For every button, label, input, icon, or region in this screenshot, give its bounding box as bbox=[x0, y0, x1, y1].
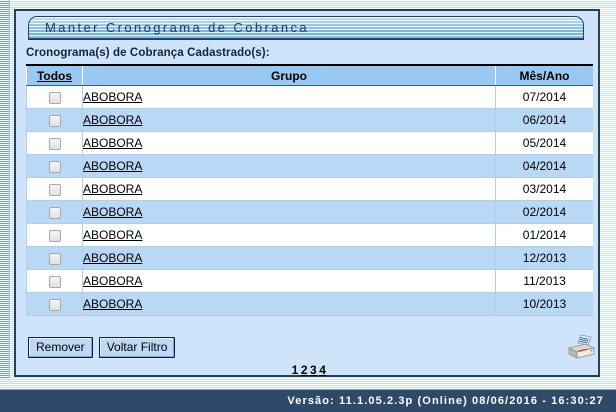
row-checkbox-cell bbox=[26, 246, 83, 270]
table-row: ABOBORA 03/2014 bbox=[26, 177, 593, 201]
row-checkbox-cell bbox=[26, 223, 83, 247]
row-group-cell: ABOBORA bbox=[82, 154, 496, 178]
row-group-cell: ABOBORA bbox=[82, 85, 496, 109]
row-group-cell: ABOBORA bbox=[82, 200, 496, 224]
group-link[interactable]: ABOBORA bbox=[83, 274, 143, 288]
row-group-cell: ABOBORA bbox=[82, 246, 496, 270]
group-link[interactable]: ABOBORA bbox=[83, 297, 143, 311]
row-checkbox-cell bbox=[26, 131, 83, 155]
table-row: ABOBORA 10/2013 bbox=[26, 292, 593, 316]
table-row: ABOBORA 07/2014 bbox=[26, 85, 593, 109]
group-link[interactable]: ABOBORA bbox=[83, 136, 143, 150]
row-group-cell: ABOBORA bbox=[82, 177, 496, 201]
window-title-tab: Manter Cronograma de Cobranca bbox=[28, 16, 584, 40]
section-subtitle: Cronograma(s) de Cobrança Cadastrado(s): bbox=[26, 47, 270, 59]
header-select-all[interactable]: Todos bbox=[26, 64, 83, 86]
main-panel: Manter Cronograma de Cobranca Cronograma… bbox=[14, 9, 600, 377]
row-group-cell: ABOBORA bbox=[82, 223, 496, 247]
row-checkbox[interactable] bbox=[48, 275, 61, 288]
row-checkbox-cell bbox=[26, 154, 83, 178]
header-group: Grupo bbox=[82, 64, 496, 86]
group-link[interactable]: ABOBORA bbox=[83, 205, 143, 219]
row-month-year-cell: 11/2013 bbox=[495, 269, 593, 293]
row-group-cell: ABOBORA bbox=[82, 131, 496, 155]
page-link[interactable]: 2 bbox=[300, 363, 308, 377]
page-link[interactable]: 3 bbox=[310, 363, 318, 377]
row-month-year-cell: 05/2014 bbox=[495, 131, 593, 155]
row-checkbox[interactable] bbox=[48, 298, 61, 311]
group-link[interactable]: ABOBORA bbox=[83, 182, 143, 196]
row-month-year-cell: 06/2014 bbox=[495, 108, 593, 132]
row-checkbox[interactable] bbox=[48, 252, 61, 265]
table-row: ABOBORA 11/2013 bbox=[26, 269, 593, 293]
statusbar-gap-texture bbox=[0, 378, 616, 390]
row-checkbox[interactable] bbox=[48, 160, 61, 173]
status-bar: Versão: 11.1.05.2.3p (Online) 08/06/2016… bbox=[0, 389, 616, 412]
header-month-year: Mês/Ano bbox=[495, 64, 593, 86]
row-checkbox[interactable] bbox=[48, 229, 61, 242]
table-row: ABOBORA 12/2013 bbox=[26, 246, 593, 270]
row-checkbox-cell bbox=[26, 85, 83, 109]
page-link[interactable]: 4 bbox=[319, 363, 327, 377]
table-row: ABOBORA 04/2014 bbox=[26, 154, 593, 178]
row-month-year-cell: 02/2014 bbox=[495, 200, 593, 224]
table-header-row: Todos Grupo Mês/Ano bbox=[26, 64, 593, 86]
back-filter-button[interactable]: Voltar Filtro bbox=[98, 337, 176, 358]
table-row: ABOBORA 01/2014 bbox=[26, 223, 593, 247]
row-checkbox[interactable] bbox=[48, 114, 61, 127]
row-month-year-cell: 04/2014 bbox=[495, 154, 593, 178]
row-month-year-cell: 12/2013 bbox=[495, 246, 593, 270]
group-link[interactable]: ABOBORA bbox=[83, 159, 143, 173]
row-group-cell: ABOBORA bbox=[82, 292, 496, 316]
top-edge-texture bbox=[0, 0, 616, 8]
row-checkbox[interactable] bbox=[48, 183, 61, 196]
page-current: 1 bbox=[291, 363, 299, 377]
left-edge-texture bbox=[0, 0, 10, 412]
group-link[interactable]: ABOBORA bbox=[83, 228, 143, 242]
printer-icon[interactable] bbox=[564, 333, 598, 363]
row-checkbox[interactable] bbox=[48, 137, 61, 150]
row-checkbox-cell bbox=[26, 108, 83, 132]
table-row: ABOBORA 02/2014 bbox=[26, 200, 593, 224]
row-checkbox-cell bbox=[26, 269, 83, 293]
group-link[interactable]: ABOBORA bbox=[83, 251, 143, 265]
table-body: ABOBORA 07/2014 ABOBORA 06/2014 ABOBORA 05… bbox=[26, 85, 593, 316]
page-title: Manter Cronograma de Cobranca bbox=[45, 20, 309, 35]
row-checkbox-cell bbox=[26, 177, 83, 201]
row-group-cell: ABOBORA bbox=[82, 108, 496, 132]
table-row: ABOBORA 05/2014 bbox=[26, 131, 593, 155]
row-month-year-cell: 07/2014 bbox=[495, 85, 593, 109]
row-checkbox[interactable] bbox=[48, 206, 61, 219]
results-table-container: Todos Grupo Mês/Ano ABOBORA 07/2014 ABOBO… bbox=[26, 64, 593, 316]
table-row: ABOBORA 06/2014 bbox=[26, 108, 593, 132]
row-month-year-cell: 10/2013 bbox=[495, 292, 593, 316]
row-month-year-cell: 03/2014 bbox=[495, 177, 593, 201]
group-link[interactable]: ABOBORA bbox=[83, 113, 143, 127]
row-checkbox-cell bbox=[26, 292, 83, 316]
row-group-cell: ABOBORA bbox=[82, 269, 496, 293]
row-month-year-cell: 01/2014 bbox=[495, 223, 593, 247]
row-checkbox-cell bbox=[26, 200, 83, 224]
cronograma-table: Todos Grupo Mês/Ano ABOBORA 07/2014 ABOBO… bbox=[26, 64, 593, 316]
table-head: Todos Grupo Mês/Ano bbox=[26, 64, 593, 86]
row-checkbox[interactable] bbox=[48, 91, 61, 104]
remove-button[interactable]: Remover bbox=[28, 337, 93, 358]
version-status-text: Versão: 11.1.05.2.3p (Online) 08/06/2016… bbox=[287, 395, 604, 407]
select-all-link[interactable]: Todos bbox=[36, 68, 73, 83]
group-link[interactable]: ABOBORA bbox=[83, 90, 143, 104]
action-button-row: Remover Voltar Filtro bbox=[28, 337, 176, 358]
